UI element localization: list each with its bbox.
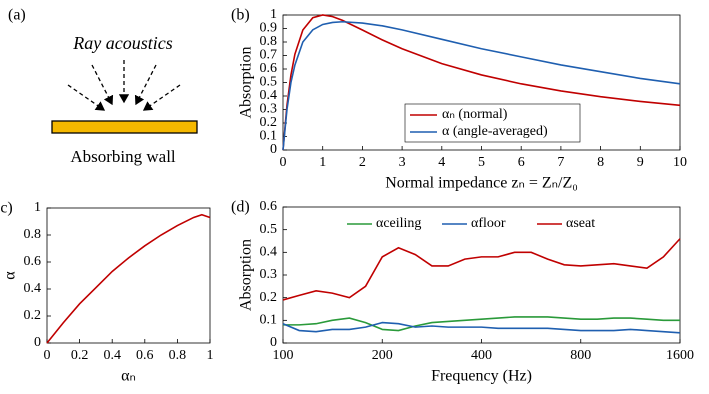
y-tick-label: 0.3 (260, 102, 278, 117)
panel-label: (c) (0, 200, 13, 217)
x-tick-label: 10 (673, 155, 687, 170)
x-axis-label: Normal impedance zₙ = Zₙ/Z₀ (385, 175, 578, 192)
x-tick-label: 200 (372, 348, 393, 363)
x-tick-label: 8 (597, 155, 604, 170)
x-tick-label: 3 (399, 155, 406, 170)
wall (51, 120, 198, 134)
x-tick-label: 2 (359, 155, 366, 170)
y-tick-label: 0.4 (260, 245, 278, 260)
x-tick-label: 0.4 (103, 348, 121, 363)
y-tick-label: 0.1 (260, 129, 278, 144)
y-tick-label: 0.4 (260, 88, 278, 103)
x-tick-label: 0 (44, 348, 51, 363)
x-axis-label: αₙ (121, 368, 136, 385)
y-tick-label: 0.2 (24, 308, 42, 323)
rays (67, 60, 181, 111)
x-tick-label: 1600 (666, 348, 694, 363)
y-tick-label: 1 (270, 7, 277, 22)
panel-label: (b) (231, 7, 250, 24)
y-tick-label: 0.4 (24, 281, 42, 296)
y-tick-label: 0.1 (260, 313, 278, 328)
y-axis-label: Absorption (238, 239, 255, 311)
x-tick-label: 9 (637, 155, 644, 170)
x-tick-label: 100 (273, 348, 294, 363)
y-tick-label: 0.3 (260, 267, 278, 282)
legend-label: αceiling (376, 216, 421, 231)
x-tick-label: 1 (207, 348, 214, 363)
y-tick-label: 0.8 (260, 34, 278, 49)
y-tick-label: 0.5 (260, 75, 278, 90)
y-tick-label: 0.7 (260, 48, 278, 63)
x-tick-label: 0 (280, 155, 287, 170)
x-tick-label: 7 (557, 155, 564, 170)
x-axis-label: Frequency (Hz) (431, 368, 532, 385)
legend-label: αₙ (normal) (442, 107, 508, 122)
x-tick-label: 1 (319, 155, 326, 170)
panel-label: (a) (8, 7, 26, 24)
legend-box (404, 103, 581, 143)
series-line (283, 316, 680, 332)
y-tick-label: 0.2 (260, 290, 278, 305)
x-tick-label: 4 (438, 155, 445, 170)
series-line (282, 238, 681, 301)
y-tick-label: 0 (270, 335, 277, 350)
y-tick-label: 0.6 (260, 61, 278, 76)
y-tick-label: 0 (270, 142, 277, 157)
y-tick-label: 0 (34, 335, 41, 350)
x-tick-label: 400 (471, 348, 492, 363)
y-tick-label: 0.9 (260, 21, 278, 36)
y-axis-label: α (2, 271, 19, 280)
y-tick-label: 0.2 (260, 115, 278, 130)
y-tick-label: 1 (34, 200, 41, 215)
x-tick-label: 0.6 (136, 348, 154, 363)
y-tick-label: 0.8 (24, 227, 42, 242)
x-tick-label: 0.2 (71, 348, 89, 363)
series-line (282, 14, 681, 151)
series-line (282, 321, 681, 334)
legend-label: αseat (566, 216, 595, 231)
diagram-caption: Absorbing wall (70, 147, 176, 166)
panel-label: (d) (231, 199, 250, 216)
series-line (46, 213, 211, 344)
axes-box (46, 207, 211, 344)
diagram-title: Ray acoustics (72, 33, 172, 53)
x-tick-label: 5 (478, 155, 485, 170)
x-tick-label: 0.8 (169, 348, 187, 363)
legend-label: α (angle-averaged) (442, 124, 548, 139)
y-axis-label: Absorption (238, 47, 255, 119)
panel-a: (a) Ray acoustics Absorbing wall (8, 7, 198, 166)
x-tick-label: 800 (570, 348, 591, 363)
x-tick-label: 6 (518, 155, 525, 170)
y-tick-label: 0.5 (260, 222, 278, 237)
series-line (282, 20, 681, 151)
legend-label: αfloor (471, 216, 506, 231)
y-tick-label: 0.6 (260, 199, 278, 214)
y-tick-label: 0.6 (24, 254, 42, 269)
